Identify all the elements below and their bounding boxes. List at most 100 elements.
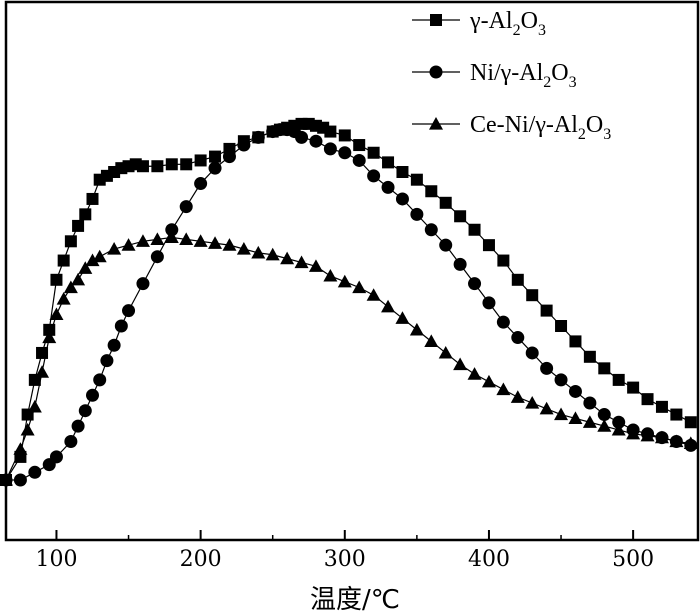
data-point-circle [496, 315, 510, 329]
data-point-square [468, 223, 481, 236]
data-point-triangle [179, 232, 194, 245]
data-point-circle [381, 180, 395, 194]
data-point-triangle [42, 330, 57, 344]
x-tick-label: 400 [468, 547, 510, 572]
data-point-triangle [308, 259, 323, 272]
data-point-circle [424, 223, 438, 237]
data-point-triangle [20, 422, 35, 436]
data-point-triangle [56, 292, 71, 305]
data-point-circle [49, 450, 63, 464]
data-point-circle [540, 361, 554, 375]
data-point-square [72, 219, 85, 232]
data-point-triangle [424, 334, 439, 347]
data-point-circle [295, 130, 309, 144]
data-point-square [180, 158, 193, 171]
data-point-triangle [150, 232, 165, 245]
data-point-triangle [568, 411, 583, 424]
data-point-square [367, 146, 380, 159]
x-axis-label: 温度/℃ [310, 585, 400, 615]
data-point-circle [395, 192, 409, 206]
data-point-circle [482, 296, 496, 310]
legend-item: γ-Al2O3 [412, 8, 546, 39]
data-point-square [598, 362, 611, 375]
data-point-triangle [107, 242, 122, 255]
data-point-square [57, 254, 70, 267]
data-point-square [353, 139, 366, 152]
data-point-circle [71, 419, 85, 433]
data-point-circle [78, 404, 92, 418]
data-point-circle [114, 319, 128, 333]
data-point-triangle [539, 401, 554, 415]
data-point-square [497, 254, 510, 267]
x-tick-label: 100 [35, 547, 77, 572]
plot-border [4, 0, 700, 542]
data-point-triangle [92, 249, 107, 263]
data-point-circle [410, 207, 424, 221]
plot-frame [4, 0, 700, 542]
data-point-triangle [265, 247, 280, 261]
data-point-circle [222, 150, 236, 164]
data-point-square [425, 185, 438, 198]
data-point-square [382, 156, 395, 169]
series-triangle [0, 230, 698, 486]
data-point-circle [612, 415, 626, 429]
data-point-triangle [85, 253, 100, 267]
data-point-triangle [669, 434, 684, 448]
legend-label: γ-Al2O3 [469, 8, 546, 39]
data-point-triangle [381, 299, 396, 313]
data-point-circle [13, 473, 27, 487]
data-point-triangle [597, 419, 612, 432]
data-point-square [526, 289, 539, 302]
data-point-circle [338, 146, 352, 160]
data-point-square [540, 304, 553, 317]
data-point-square [670, 408, 683, 421]
data-point-triangle [35, 365, 50, 378]
data-point-triangle [654, 430, 669, 444]
data-point-triangle [13, 442, 28, 455]
data-point-circle [28, 465, 42, 479]
data-point-triangle [280, 251, 295, 265]
data-point-circle [179, 200, 193, 214]
data-point-square [136, 160, 149, 173]
data-point-circle [165, 223, 179, 237]
data-point-triangle [510, 390, 525, 403]
data-point-circle [583, 396, 597, 410]
data-point-circle [511, 331, 525, 345]
data-point-triangle [71, 272, 86, 286]
data-point-square [583, 350, 596, 363]
data-point-circle [100, 354, 114, 368]
data-point-circle [208, 161, 222, 175]
data-point-circle [86, 388, 99, 402]
x-tick-label: 300 [324, 547, 366, 572]
data-point-square [612, 373, 625, 386]
data-point-square [684, 416, 697, 429]
data-point-square [555, 320, 568, 332]
data-point-square [64, 235, 77, 248]
legend-marker-square [430, 14, 442, 26]
legend-marker-circle [429, 65, 443, 79]
data-point-triangle [323, 268, 338, 282]
legend-label: Ce-Ni/γ-Al2O3 [470, 112, 611, 143]
data-point-triangle [251, 245, 266, 259]
data-point-square [569, 335, 582, 348]
data-point-circle [554, 373, 568, 387]
data-point-circle [597, 408, 611, 422]
data-point-circle [122, 304, 136, 318]
data-point-square [410, 173, 423, 186]
data-point-triangle [525, 396, 540, 409]
data-point-circle [107, 338, 121, 352]
data-point-triangle [683, 436, 698, 450]
data-point-circle [194, 177, 208, 191]
data-point-triangle [611, 422, 626, 436]
data-point-square [396, 166, 409, 178]
legend: γ-Al2O3 Ni/γ-Al2O3 Ce-Ni/γ-Al2O3 [412, 8, 611, 143]
data-point-circle [367, 169, 381, 183]
data-point-triangle [337, 274, 352, 288]
data-point-square [655, 400, 668, 413]
data-point-triangle [121, 238, 136, 251]
x-axis-ticks: 100 200 300 400 500 [35, 530, 654, 572]
data-point-triangle [395, 311, 410, 324]
series-layer [0, 117, 698, 487]
data-point-circle [136, 277, 150, 291]
data-point-triangle [366, 288, 381, 301]
